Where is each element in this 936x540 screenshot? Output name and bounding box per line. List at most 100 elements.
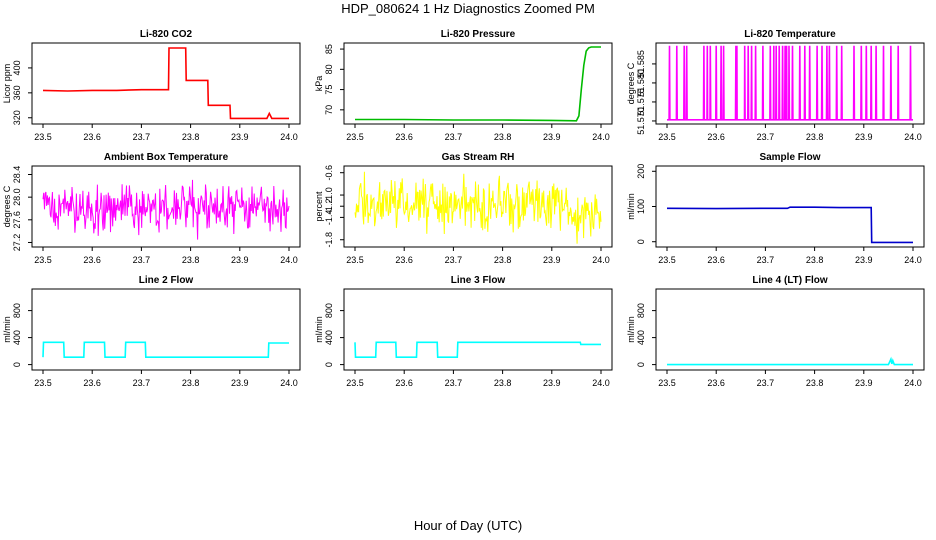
y-tick-label: 27.6 xyxy=(12,211,22,229)
panel-5: Gas Stream RH percent 23.5 23.6 23.7 23.8 23.9… xyxy=(314,152,613,265)
plot-frame xyxy=(31,288,301,371)
y-tick-label: -1.4 xyxy=(324,210,334,226)
x-tick-label: 23.9 xyxy=(543,378,561,388)
x-tick-label: 23.6 xyxy=(395,132,413,142)
plot-frame xyxy=(31,165,301,248)
y-tick-label: 27.2 xyxy=(12,234,22,252)
y-tick-label: 800 xyxy=(636,303,646,318)
x-tick-label: 23.6 xyxy=(395,378,413,388)
y-axis-label: ml/min xyxy=(626,316,636,343)
panel-title: Li-820 Temperature xyxy=(744,29,836,40)
x-tick-label: 23.5 xyxy=(658,255,676,265)
x-tick-label: 23.8 xyxy=(494,378,512,388)
plot-frame xyxy=(31,42,301,125)
x-tick-label: 24.0 xyxy=(904,378,922,388)
x-tick-label: 23.5 xyxy=(346,378,364,388)
y-tick-label: 400 xyxy=(636,330,646,345)
x-tick-label: 23.5 xyxy=(34,255,52,265)
x-tick-label: 24.0 xyxy=(592,378,610,388)
x-tick-label: 24.0 xyxy=(592,132,610,142)
y-axis-label: degrees C xyxy=(2,185,12,227)
data-series xyxy=(42,47,289,120)
y-axis-label: kPa xyxy=(314,76,324,92)
x-tick-label: 23.9 xyxy=(231,378,249,388)
x-tick-label: 23.5 xyxy=(34,132,52,142)
data-series xyxy=(42,341,289,359)
y-tick-label: 28.4 xyxy=(12,166,22,184)
data-series xyxy=(354,341,601,359)
plot-frame xyxy=(655,42,925,125)
x-tick-label: 23.5 xyxy=(34,378,52,388)
y-tick-label: 51.580 xyxy=(636,69,646,97)
x-tick-label: 23.8 xyxy=(494,255,512,265)
y-tick-label: 75 xyxy=(324,85,334,95)
x-tick-label: 24.0 xyxy=(904,255,922,265)
x-tick-label: 23.6 xyxy=(83,132,101,142)
y-tick-label: 0 xyxy=(12,362,22,367)
x-tick-label: 23.8 xyxy=(182,255,200,265)
x-tick-label: 23.7 xyxy=(757,132,775,142)
y-tick-label: -1.2 xyxy=(324,198,334,214)
x-tick-label: 24.0 xyxy=(280,132,298,142)
panel-title: Line 2 Flow xyxy=(139,275,194,286)
panel-title: Line 4 (LT) Flow xyxy=(752,275,828,286)
panel-title: Li-820 CO2 xyxy=(140,29,193,40)
panel-1: Li-820 CO2 Licor ppm 23.5 23.6 23.7 23.8 23.9 2… xyxy=(2,29,301,142)
y-axis-label: ml/min xyxy=(626,193,636,220)
y-axis-label: degrees C xyxy=(626,62,636,104)
x-tick-label: 23.9 xyxy=(855,378,873,388)
x-tick-label: 23.7 xyxy=(133,255,151,265)
y-axis-label: ml/min xyxy=(2,316,12,343)
x-tick-label: 23.7 xyxy=(133,378,151,388)
data-series xyxy=(355,46,601,122)
panel-3: Li-820 Temperature degrees C 23.5 23.6 23.7 2… xyxy=(626,29,925,142)
x-tick-label: 23.9 xyxy=(543,132,561,142)
panel-title: Sample Flow xyxy=(759,152,820,163)
data-series xyxy=(666,206,913,244)
panel-title: Ambient Box Temperature xyxy=(104,152,229,163)
panel-title: Gas Stream RH xyxy=(442,152,515,163)
x-tick-label: 23.5 xyxy=(346,255,364,265)
y-tick-label: -0.6 xyxy=(324,165,334,181)
x-tick-label: 23.7 xyxy=(445,255,463,265)
x-tick-label: 24.0 xyxy=(280,255,298,265)
y-axis-label: percent xyxy=(314,191,324,222)
x-tick-label: 23.9 xyxy=(231,132,249,142)
y-tick-label: 51.585 xyxy=(636,50,646,78)
x-tick-label: 23.8 xyxy=(806,255,824,265)
y-tick-label: 100 xyxy=(636,199,646,214)
x-tick-label: 23.9 xyxy=(231,255,249,265)
plot-frame xyxy=(343,288,613,371)
panel-7: Line 2 Flow ml/min 23.5 23.6 23.7 23.8 23.9 24.… xyxy=(2,275,301,388)
y-tick-label: 800 xyxy=(324,303,334,318)
data-series xyxy=(42,179,290,240)
data-series xyxy=(667,45,913,121)
y-tick-label: 320 xyxy=(12,110,22,125)
x-tick-label: 23.9 xyxy=(855,255,873,265)
y-tick-label: -1.0 xyxy=(324,187,334,203)
x-tick-label: 24.0 xyxy=(280,378,298,388)
x-tick-label: 23.6 xyxy=(83,255,101,265)
panel-title: Line 3 Flow xyxy=(451,275,506,286)
panel-6: Sample Flow ml/min 23.5 23.6 23.7 23.8 23.9 24.… xyxy=(626,152,925,265)
x-tick-label: 23.9 xyxy=(855,132,873,142)
y-tick-label: 400 xyxy=(12,330,22,345)
x-tick-label: 23.7 xyxy=(133,132,151,142)
x-tick-label: 24.0 xyxy=(904,132,922,142)
x-tick-label: 23.5 xyxy=(346,132,364,142)
panel-title: Li-820 Pressure xyxy=(441,29,516,40)
x-tick-label: 23.5 xyxy=(658,132,676,142)
y-tick-label: 0 xyxy=(324,362,334,367)
panel-9: Line 4 (LT) Flow ml/min 23.5 23.6 23.7 23.8 23… xyxy=(626,275,925,388)
x-tick-label: 23.8 xyxy=(182,378,200,388)
x-tick-label: 23.6 xyxy=(707,378,725,388)
x-tick-label: 23.6 xyxy=(395,255,413,265)
y-tick-label: 200 xyxy=(636,164,646,179)
y-tick-label: 0 xyxy=(636,239,646,244)
y-tick-label: 70 xyxy=(324,105,334,115)
x-tick-label: 23.6 xyxy=(707,132,725,142)
y-tick-label: 0 xyxy=(636,362,646,367)
x-tick-label: 23.7 xyxy=(757,255,775,265)
y-tick-label: 80 xyxy=(324,64,334,74)
